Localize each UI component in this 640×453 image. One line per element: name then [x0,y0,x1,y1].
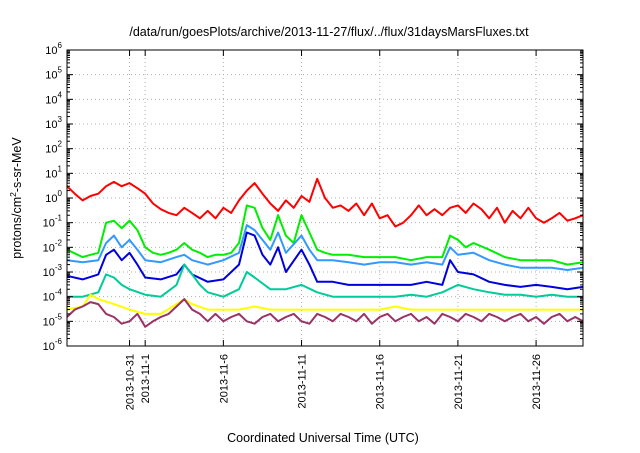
y-tick-label-exponent: -4 [55,288,63,297]
y-tick-label: 102 [45,140,62,156]
x-tick-label: 2013-11-1 [140,354,152,403]
y-tick-label-base: 10 [45,144,57,156]
y-tick-label-exponent: -1 [55,214,63,223]
y-tick-label-exponent: 2 [58,140,63,149]
x-axis-label: Coordinated Universal Time (UTC) [227,431,419,445]
y-tick-label: 100 [45,189,62,205]
y-tick-label-base: 10 [43,316,55,328]
series-line-5 [67,263,583,298]
y-tick-label: 104 [45,90,62,106]
x-tick-label: 2013-11-16 [375,354,387,409]
series-line-6 [66,293,583,315]
y-tick-label: 101 [45,164,62,180]
y-tick-label-exponent: 6 [58,41,63,50]
x-tick-label: 2013-10-31 [125,354,137,410]
y-axis-label: protons/cm2-s-sr-MeV [8,137,24,259]
y-tick-label-exponent: 1 [58,164,63,173]
series-line-3 [66,224,584,271]
y-axis-label-sup: 2 [8,192,18,197]
x-tick-label: 2013-11-6 [218,354,230,403]
y-tick-label-exponent: 4 [58,90,63,99]
y-tick-label: 10-3 [43,263,63,279]
y-tick-label-base: 10 [43,218,55,230]
x-tick-label: 2013-11-21 [453,354,465,409]
axis-layer: 10-610-510-410-310-210-11001011021031041… [43,41,583,410]
y-tick-label-exponent: -5 [55,312,63,321]
y-tick-label: 10-4 [43,288,63,304]
y-axis-label-rest: -s-sr-MeV [10,137,24,193]
series-line-4 [66,231,584,291]
y-tick-label-base: 10 [45,168,57,180]
grid-layer [67,50,583,346]
y-tick-label-base: 10 [43,267,55,279]
y-tick-label-base: 10 [45,45,57,57]
y-tick-label-base: 10 [45,119,57,131]
y-tick-label-exponent: 5 [58,66,63,75]
y-tick-label-base: 10 [43,341,55,353]
y-tick-label-exponent: -6 [55,337,63,346]
y-tick-label-base: 10 [43,242,55,254]
y-tick-label-base: 10 [45,70,57,82]
y-tick-label: 10-6 [43,337,63,353]
series-layer [66,177,584,328]
y-tick-label: 106 [45,41,62,57]
y-tick-label-exponent: 3 [58,115,63,124]
y-tick-label-base: 10 [45,94,57,106]
x-tick-label: 2013-11-11 [297,354,309,409]
series-line-1 [66,177,584,228]
y-tick-label: 10-1 [43,214,63,230]
series-line-2 [66,204,584,266]
y-tick-label: 103 [45,115,62,131]
chart-title: /data/run/goesPlots/archive/2013-11-27/f… [129,25,529,39]
y-tick-label-exponent: -2 [55,238,63,247]
y-tick-label: 10-2 [43,238,63,254]
y-tick-label: 105 [45,66,62,82]
y-tick-label: 10-5 [43,312,63,328]
y-tick-label-exponent: -3 [55,263,63,272]
y-axis-label-base: protons/cm [10,197,24,259]
series-line-7 [66,298,584,328]
y-tick-label-exponent: 0 [58,189,63,198]
y-tick-label-base: 10 [43,292,55,304]
x-tick-label: 2013-11-26 [531,354,543,409]
y-tick-label-base: 10 [45,193,57,205]
